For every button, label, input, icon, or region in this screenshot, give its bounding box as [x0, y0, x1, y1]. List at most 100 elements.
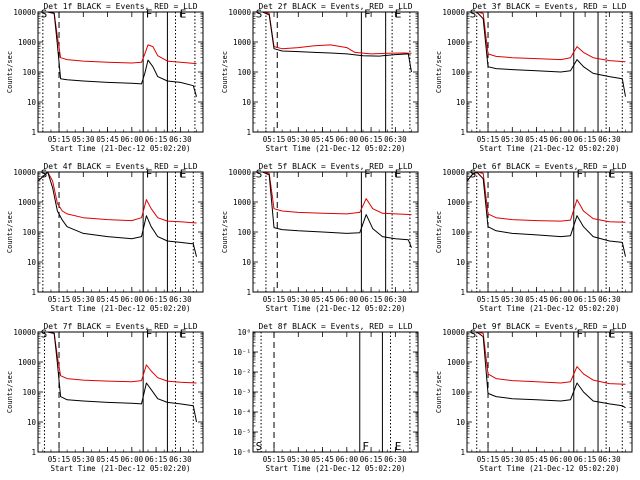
- x-tick-label: 05:15: [263, 135, 286, 144]
- x-tick-label: 06:00: [550, 135, 573, 144]
- series-line-black: [38, 12, 197, 97]
- x-tick-label: 06:00: [336, 135, 359, 144]
- x-tick-label: 05:15: [263, 295, 286, 304]
- y-tick-label: 1: [460, 448, 465, 457]
- x-tick-label: 05:30: [72, 135, 95, 144]
- x-tick-label: 06:15: [574, 295, 597, 304]
- y-tick-label: 10000: [228, 8, 251, 17]
- y-tick-label: 10: [27, 258, 37, 267]
- y-tick-label: 1000: [18, 38, 37, 47]
- x-axis-label: Start Time (21-Dec-12 05:02:20): [480, 464, 620, 473]
- event-marker-S: S: [256, 440, 263, 453]
- series-line-red: [38, 332, 197, 384]
- series-line-red: [467, 12, 626, 63]
- x-tick-label: 06:00: [550, 455, 573, 464]
- event-marker-F: F: [576, 167, 583, 180]
- detector-panel: Det 4f BLACK = Events, RED = LLD 1 10 100 10…: [6, 162, 204, 313]
- detector-panel: Det 5f BLACK = Events, RED = LLD 1 10 100 10…: [221, 162, 419, 313]
- event-marker-E: E: [395, 440, 402, 453]
- y-tick-label: 10000: [13, 8, 36, 17]
- x-tick-label: 05:45: [311, 455, 334, 464]
- x-tick-label: 06:00: [336, 295, 359, 304]
- series-line-black: [467, 172, 626, 257]
- x-tick-label: 06:00: [121, 135, 144, 144]
- y-axis-label: Counts/sec: [6, 371, 14, 413]
- event-marker-F: F: [362, 440, 369, 453]
- event-marker-S: S: [470, 327, 477, 340]
- y-tick-label: 10⁻⁵: [233, 428, 251, 437]
- event-marker-F: F: [146, 7, 153, 20]
- series-line-black: [38, 332, 197, 423]
- x-tick-label: 05:45: [525, 455, 548, 464]
- event-marker-S: S: [41, 327, 48, 340]
- y-tick-label: 100: [451, 68, 465, 77]
- y-tick-label: 1000: [447, 198, 466, 207]
- x-tick-label: 06:15: [145, 295, 168, 304]
- y-tick-label: 10⁻⁶: [233, 448, 251, 457]
- y-tick-label: 10: [27, 418, 37, 427]
- detector-panel: Det 7f BLACK = Events, RED = LLD 1 10 100 10…: [6, 322, 204, 473]
- y-tick-label: 10⁻²: [233, 368, 251, 377]
- x-tick-label: 06:15: [574, 135, 597, 144]
- detector-panel: Det 6f BLACK = Events, RED = LLD 1 10 100 10…: [435, 162, 633, 313]
- x-axis-label: Start Time (21-Dec-12 05:02:20): [266, 304, 406, 313]
- x-axis-label: Start Time (21-Dec-12 05:02:20): [51, 464, 191, 473]
- plot-frame: [466, 171, 633, 293]
- event-marker-S: S: [41, 167, 48, 180]
- x-tick-label: 05:30: [501, 455, 524, 464]
- x-tick-label: 06:30: [384, 295, 407, 304]
- y-axis-label: Counts/sec: [6, 211, 14, 253]
- x-tick-label: 06:30: [169, 455, 192, 464]
- series-line-black: [467, 12, 626, 97]
- x-tick-label: 05:45: [311, 135, 334, 144]
- series-line-black: [253, 12, 412, 73]
- plot-frame: [37, 11, 204, 133]
- y-tick-label: 10: [242, 98, 252, 107]
- y-tick-label: 10: [456, 418, 466, 427]
- panel-title: Det 6f BLACK = Events, RED = LLD: [472, 162, 626, 171]
- y-tick-label: 10000: [442, 168, 465, 177]
- x-tick-label: 06:30: [598, 135, 621, 144]
- x-axis-label: Start Time (21-Dec-12 05:02:20): [266, 464, 406, 473]
- event-marker-E: E: [180, 167, 187, 180]
- x-tick-label: 05:30: [287, 135, 310, 144]
- y-tick-label: 100: [451, 228, 465, 237]
- x-tick-label: 05:15: [477, 455, 500, 464]
- event-marker-S: S: [470, 7, 477, 20]
- panel-title: Det 8f BLACK = Events, RED = LLD: [258, 322, 412, 331]
- y-tick-label: 100: [451, 388, 465, 397]
- detector-panel: Det 1f BLACK = Events, RED = LLD 1 10 100 10…: [6, 2, 204, 153]
- event-marker-E: E: [180, 7, 187, 20]
- event-marker-S: S: [41, 7, 48, 20]
- series-line-black: [38, 172, 197, 257]
- series-line-red: [467, 172, 626, 223]
- event-marker-F: F: [146, 167, 153, 180]
- y-tick-label: 10: [456, 258, 466, 267]
- panel-title: Det 5f BLACK = Events, RED = LLD: [258, 162, 412, 171]
- x-tick-label: 06:15: [360, 295, 383, 304]
- x-tick-label: 06:00: [336, 455, 359, 464]
- event-marker-F: F: [146, 327, 153, 340]
- x-axis-label: Start Time (21-Dec-12 05:02:20): [266, 144, 406, 153]
- event-marker-F: F: [576, 327, 583, 340]
- x-tick-label: 06:30: [384, 455, 407, 464]
- x-tick-label: 06:00: [121, 295, 144, 304]
- y-tick-label: 1: [460, 288, 465, 297]
- panel-title: Det 7f BLACK = Events, RED = LLD: [43, 322, 197, 331]
- detector-panel: Det 9f BLACK = Events, RED = LLD 1 10 100 10…: [435, 322, 633, 473]
- x-tick-label: 05:15: [48, 295, 71, 304]
- y-tick-label: 10000: [13, 328, 36, 337]
- y-tick-label: 100: [22, 68, 36, 77]
- x-tick-label: 05:15: [477, 135, 500, 144]
- event-marker-E: E: [395, 7, 402, 20]
- plot-frame: [252, 331, 419, 453]
- y-tick-label: 10⁰: [237, 328, 251, 337]
- panel-title: Det 9f BLACK = Events, RED = LLD: [472, 322, 626, 331]
- series-line-red: [38, 172, 197, 224]
- y-tick-label: 100: [237, 68, 251, 77]
- y-axis-label: Counts/sec: [221, 51, 229, 93]
- y-tick-label: 1: [246, 288, 251, 297]
- y-tick-label: 100: [22, 388, 36, 397]
- x-tick-label: 05:30: [72, 295, 95, 304]
- plot-frame: [37, 331, 204, 453]
